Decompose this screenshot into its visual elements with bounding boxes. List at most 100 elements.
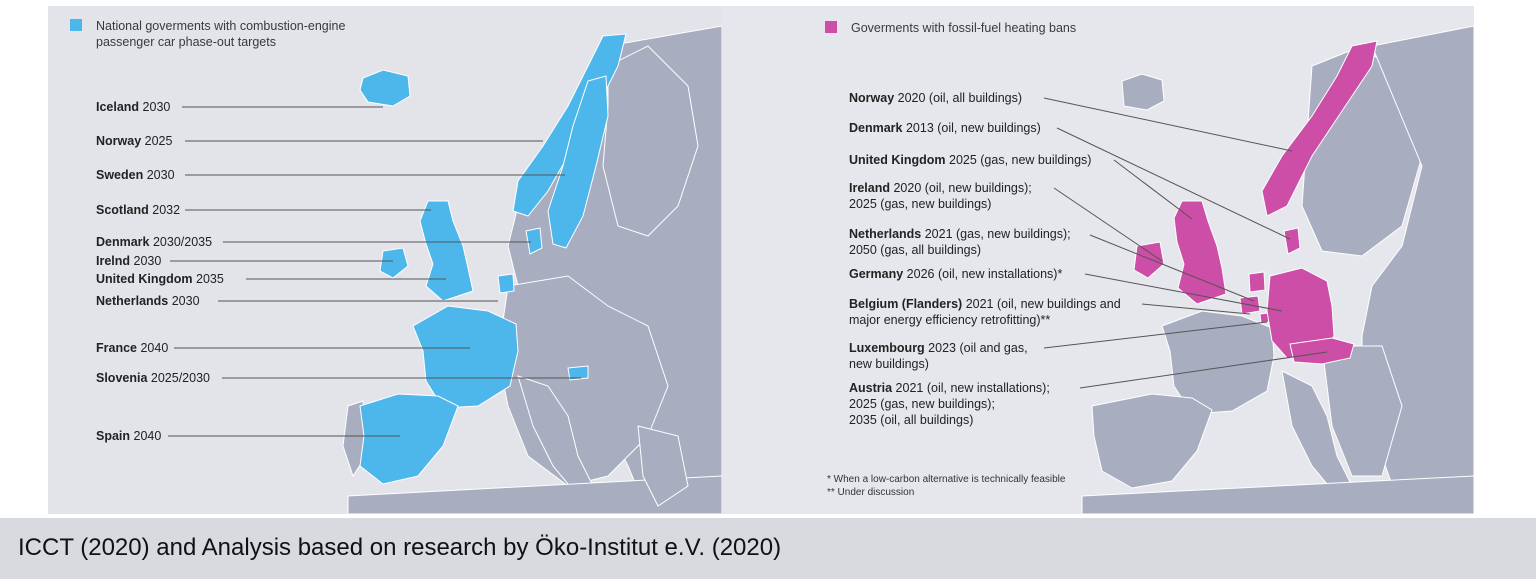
label-detail-continued: 2035 (oil, all buildings) <box>849 413 974 427</box>
label-country: United Kingdom <box>96 272 193 286</box>
shape-ireland <box>379 247 409 279</box>
shape-slovenia <box>567 365 589 381</box>
label-detail: 2013 (oil, new buildings) <box>902 121 1041 135</box>
leader-line <box>1043 321 1268 349</box>
label-country: Spain <box>96 429 131 443</box>
left-label-irelnd: Irelnd 2030 <box>96 253 161 269</box>
left-leader-lines <box>168 106 581 437</box>
land-iberia <box>1091 393 1213 489</box>
label-country: United Kingdom <box>849 153 946 167</box>
label-country: Slovenia <box>96 371 148 385</box>
shape-norway <box>1261 40 1378 217</box>
land-iceland <box>1121 73 1165 111</box>
right-label-denmark: Denmark 2013 (oil, new buildings) <box>849 120 1041 136</box>
shape-ireland <box>1133 241 1165 279</box>
right-label-united-kingdom: United Kingdom 2025 (gas, new buildings) <box>849 152 1091 168</box>
label-detail: 2020 (oil, new buildings); <box>890 181 1032 195</box>
caption-bar: ICCT (2020) and Analysis based on resear… <box>0 518 1536 579</box>
leader-line <box>1113 159 1193 220</box>
leader-line <box>1053 187 1163 262</box>
left-europe-map <box>342 25 722 514</box>
left-label-netherlands: Netherlands 2030 <box>96 293 200 309</box>
footnote-1: * When a low-carbon alternative is techn… <box>827 474 1066 485</box>
right-label-netherlands: Netherlands 2021 (gas, new buildings); 20… <box>849 226 1071 258</box>
left-legend-swatch <box>70 19 82 31</box>
right-leader-lines <box>1043 97 1328 389</box>
label-detail: 2021 (oil, new buildings and <box>962 297 1121 311</box>
label-value: 2030 <box>168 294 200 308</box>
right-label-norway: Norway 2020 (oil, all buildings) <box>849 90 1022 106</box>
label-detail: 2021 (gas, new buildings); <box>921 227 1071 241</box>
right-legend-swatch <box>825 21 837 33</box>
left-label-iceland: Iceland 2030 <box>96 99 170 115</box>
label-value: 2032 <box>148 203 181 217</box>
label-detail-continued: 2025 (gas, new buildings); <box>849 397 995 411</box>
right-map-panel: Goverments with fossil-fuel heating bans… <box>722 6 1474 514</box>
land-north-africa <box>347 475 722 514</box>
leader-line <box>1141 303 1251 315</box>
label-country: Germany <box>849 267 904 281</box>
label-country: Netherlands <box>849 227 922 241</box>
left-label-slovenia: Slovenia 2025/2030 <box>96 370 210 386</box>
shape-netherlands <box>1248 271 1266 293</box>
land-balkans <box>1321 345 1403 477</box>
land-finland <box>602 45 699 237</box>
left-label-sweden: Sweden 2030 <box>96 167 175 183</box>
right-label-luxembourg: Luxembourg 2023 (oil and gas, new buildin… <box>849 340 1028 372</box>
label-detail: 2021 (oil, new installations); <box>892 381 1050 395</box>
leader-line <box>1056 127 1291 240</box>
left-label-scotland: Scotland 2032 <box>96 202 180 218</box>
leader-line <box>1079 351 1328 389</box>
label-value: 2025 <box>141 134 173 148</box>
left-label-denmark: Denmark 2030/2035 <box>96 234 212 250</box>
land-africa <box>1081 475 1474 514</box>
label-country: Ireland <box>849 181 890 195</box>
leader-line <box>1043 97 1293 152</box>
label-country: Denmark <box>96 235 150 249</box>
shape-spain <box>359 393 459 485</box>
label-country: Norway <box>96 134 142 148</box>
source-caption: ICCT (2020) and Analysis based on resear… <box>18 534 782 561</box>
left-map-panel: National goverments with combustion-engi… <box>48 6 722 514</box>
left-label-spain: Spain 2040 <box>96 428 161 444</box>
leader-line <box>1084 273 1283 312</box>
right-label-germany: Germany 2026 (oil, new installations)* <box>849 266 1062 282</box>
label-country: Belgium (Flanders) <box>849 297 963 311</box>
label-country: Scotland <box>96 203 149 217</box>
label-value: 2030 <box>139 100 171 114</box>
shape-denmark <box>1283 227 1301 255</box>
label-country: Denmark <box>849 121 903 135</box>
shape-sweden <box>547 75 609 249</box>
right-label-belgium-flanders: Belgium (Flanders) 2021 (oil, new buildi… <box>849 296 1121 328</box>
right-label-austria: Austria 2021 (oil, new installations); 20… <box>849 380 1050 428</box>
label-detail-continued: major energy efficiency retrofitting)** <box>849 313 1051 327</box>
right-europe-map <box>1081 25 1474 514</box>
leader-line <box>1089 234 1255 302</box>
label-detail-continued: 2050 (gas, all buildings) <box>849 243 982 257</box>
right-highlighted-countries <box>1133 40 1378 365</box>
left-label-norway: Norway 2025 <box>96 133 172 149</box>
label-value: 2025/2030 <box>147 371 210 385</box>
label-country: Sweden <box>96 168 144 182</box>
label-value: 2040 <box>130 429 162 443</box>
label-value: 2030 <box>143 168 175 182</box>
label-value: 2040 <box>137 341 169 355</box>
shape-denmark <box>525 227 543 255</box>
footnote-2: ** Under discussion <box>827 487 915 498</box>
label-country: Austria <box>849 381 893 395</box>
label-detail: 2023 (oil and gas, <box>924 341 1028 355</box>
label-detail-continued: 2025 (gas, new buildings) <box>849 197 992 211</box>
left-label-united-kingdom: United Kingdom 2035 <box>96 271 224 287</box>
label-value: 2030 <box>130 254 162 268</box>
label-detail: 2025 (gas, new buildings) <box>945 153 1092 167</box>
label-country: Luxembourg <box>849 341 925 355</box>
label-value: 2035 <box>192 272 224 286</box>
shape-netherlands <box>497 273 515 294</box>
shape-uk <box>419 200 474 302</box>
shape-uk <box>1173 200 1227 305</box>
shape-iceland <box>359 69 411 107</box>
label-country: Iceland <box>96 100 140 114</box>
shape-france <box>412 305 519 409</box>
left-legend-text: National goverments with combustion-engi… <box>96 18 345 50</box>
left-legend-line1: National goverments with combustion-engi… <box>96 19 346 33</box>
